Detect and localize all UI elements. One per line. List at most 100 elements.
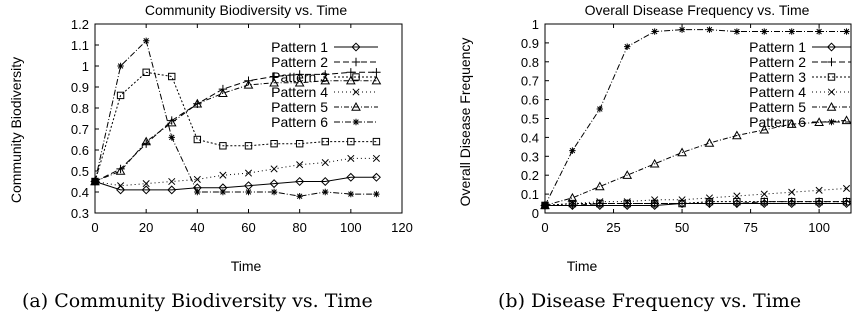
data-point (192, 98, 203, 108)
data-point (761, 28, 768, 35)
start-point (541, 201, 549, 209)
data-point (345, 75, 356, 85)
data-point (650, 200, 660, 210)
x-tick-label: 25 (606, 220, 620, 235)
data-point (649, 158, 660, 168)
y-tick-label: 0.8 (71, 101, 89, 116)
data-point (219, 188, 227, 196)
data-point (759, 124, 770, 134)
legend-marker (351, 101, 361, 111)
y-tick-label: 0.5 (71, 164, 89, 179)
data-point (843, 28, 850, 35)
chart-disease-frequency: Overall Disease Frequency vs. Time Time … (457, 2, 852, 274)
legend-label: Pattern 3 (271, 69, 328, 85)
legend-label: Pattern 3 (749, 69, 806, 85)
data-point (141, 139, 151, 148)
series-line (94, 39, 377, 197)
data-point (193, 135, 202, 144)
y-tick-label: 1 (82, 59, 89, 74)
data-point (115, 165, 126, 175)
y-tick-label: 1.1 (71, 38, 89, 53)
data-point (142, 37, 150, 44)
caption-a: (a) Community Biodiversity vs. Time (22, 290, 373, 312)
legend-marker (351, 57, 361, 67)
data-point (372, 137, 381, 146)
data-point (594, 181, 605, 191)
chart-title: Community Biodiversity vs. Time (145, 2, 347, 18)
data-point (347, 137, 355, 146)
data-point (168, 177, 176, 186)
series-6 (541, 26, 850, 209)
data-point (270, 140, 278, 148)
legend-label: Pattern 1 (749, 39, 806, 55)
y-tick-label: 0.4 (71, 185, 89, 200)
series-line (94, 80, 377, 182)
data-point (243, 79, 254, 89)
data-point (815, 186, 823, 194)
data-point (733, 28, 741, 35)
data-point (295, 176, 305, 187)
y-tick-label: 0.5 (521, 112, 539, 127)
data-point (142, 180, 150, 188)
data-point (168, 134, 175, 141)
data-point (270, 188, 278, 196)
data-point (346, 172, 356, 182)
data-point (320, 75, 331, 85)
data-point (842, 199, 852, 209)
legend-label: Pattern 5 (271, 99, 328, 115)
data-point (569, 147, 576, 154)
data-point (815, 197, 823, 206)
data-point (786, 119, 797, 128)
data-point (219, 142, 227, 150)
series-line (544, 29, 847, 206)
data-point (623, 199, 631, 208)
data-point (295, 70, 304, 79)
start-point (91, 178, 99, 185)
data-point (244, 169, 253, 177)
data-point (624, 43, 631, 50)
data-point (678, 196, 686, 204)
data-point (567, 192, 578, 202)
data-point (141, 136, 152, 146)
legend-label: Pattern 4 (271, 84, 328, 100)
x-axis-label: Time (231, 258, 262, 274)
legend-label: Pattern 4 (749, 84, 806, 100)
data-point (704, 138, 715, 147)
data-point (372, 154, 380, 162)
y-tick-label: 0.9 (71, 80, 89, 95)
data-point (168, 72, 176, 81)
data-point (117, 62, 124, 70)
data-point (841, 115, 852, 125)
series-line (94, 176, 377, 191)
x-tick-label: 20 (139, 220, 153, 235)
data-point (141, 185, 151, 195)
y-tick-label: 0 (532, 206, 539, 221)
y-tick-label: 0.3 (521, 149, 539, 164)
series-line (94, 71, 377, 182)
data-point (842, 197, 851, 206)
data-point (842, 184, 851, 192)
y-tick-label: 1 (532, 17, 539, 32)
x-tick-label: 50 (675, 220, 689, 235)
data-point (622, 170, 633, 179)
data-point (788, 28, 795, 35)
y-tick-label: 1.2 (71, 17, 89, 32)
y-tick-label: 0.3 (71, 206, 89, 221)
chart-title: Overall Disease Frequency vs. Time (585, 2, 810, 18)
data-point (651, 28, 658, 35)
data-point (732, 130, 742, 140)
series-2 (90, 68, 381, 186)
series-4 (91, 154, 380, 190)
data-point (244, 142, 253, 150)
legend-label: Pattern 5 (749, 99, 806, 115)
data-point (321, 159, 329, 167)
legend-marker (827, 73, 836, 81)
data-point (373, 190, 380, 198)
x-tick-label: 120 (391, 220, 413, 235)
x-axis-label: Time (567, 258, 598, 274)
y-tick-label: 0.7 (521, 74, 539, 89)
data-point (372, 68, 381, 77)
legend-label: Pattern 6 (271, 114, 328, 130)
series-6 (91, 37, 380, 200)
x-tick-label: 100 (340, 220, 362, 235)
